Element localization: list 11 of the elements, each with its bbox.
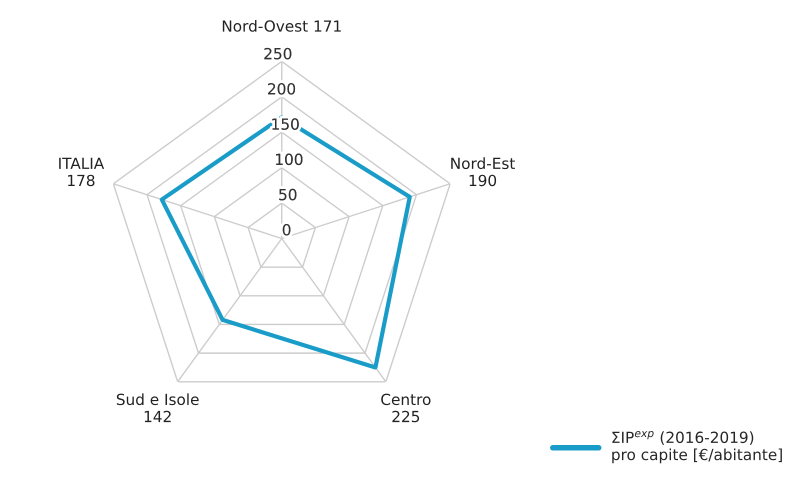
legend-label: ΣIP$^{exp}$ (2016-2019) pro capite [€/abitante] xyxy=(612,431,782,464)
y-tick-label: 250 xyxy=(264,48,292,60)
spoke-label: Sud e Isole 142 xyxy=(116,393,199,422)
spoke-label: Nord-Est 190 xyxy=(451,157,515,186)
y-tick-label: 0 xyxy=(282,224,290,236)
y-tick-label: 100 xyxy=(276,154,302,166)
spoke-label: ITALIA 178 xyxy=(59,158,104,186)
y-tick-label: 200 xyxy=(268,83,296,95)
y-tick-label: 50 xyxy=(279,188,296,200)
spoke-label: Centro 225 xyxy=(381,394,431,422)
spoke-label: Nord-Ovest 171 xyxy=(222,20,341,32)
